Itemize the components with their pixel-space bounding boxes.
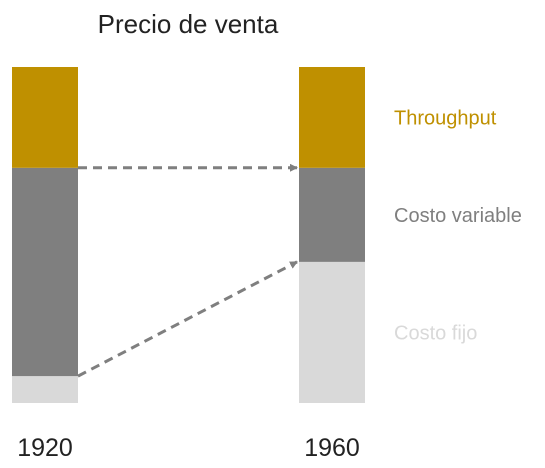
legend: Costo fijo Costo variable Throughput (394, 107, 522, 344)
x-axis-labels: 1920 1960 (17, 434, 360, 462)
bars-group (12, 67, 365, 403)
legend-label-throughput: Throughput (394, 107, 497, 129)
legend-label-costo-variable: Costo variable (394, 205, 522, 227)
bar-segment-1960-costo-fijo (299, 261, 365, 403)
bar-segment-1960-throughput (299, 67, 365, 168)
bar-segment-1920-costo-fijo (12, 376, 78, 403)
bar-segment-1920-throughput (12, 67, 78, 168)
dashed-arrow-2 (77, 260, 298, 378)
legend-label-costo-fijo: Costo fijo (394, 322, 477, 344)
x-tick-label-1960: 1960 (304, 434, 360, 462)
x-tick-label-1920: 1920 (17, 434, 73, 462)
bar-segment-1920-costo-variable (12, 167, 78, 377)
chart-title: Precio de venta (98, 9, 279, 39)
bar-segment-1960-costo-variable (299, 167, 365, 262)
arrows-group (77, 163, 298, 378)
